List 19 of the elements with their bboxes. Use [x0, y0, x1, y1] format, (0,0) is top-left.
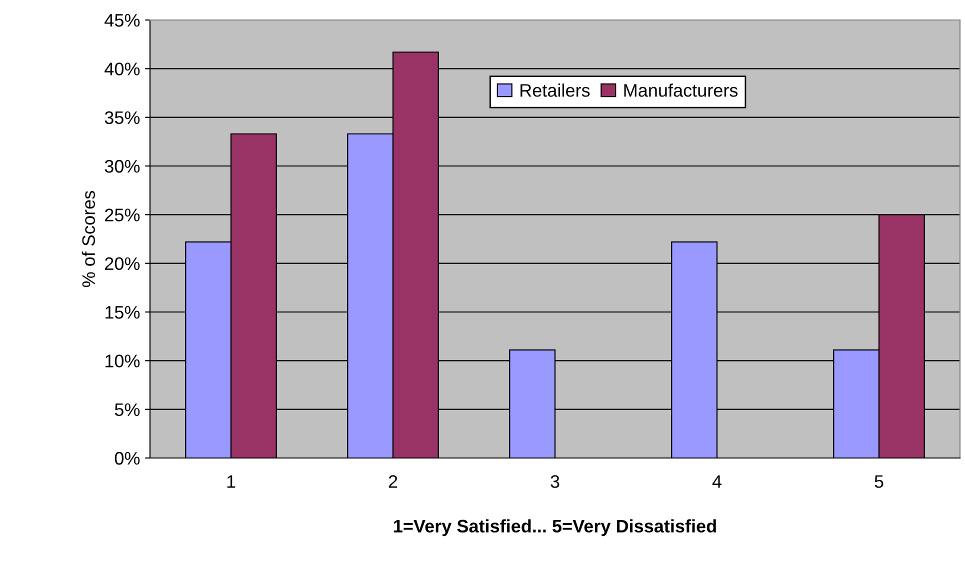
y-axis-title: % of Scores — [82, 190, 96, 288]
x-axis-title: 1=Very Satisfied... 5=Very Dissatisfied — [394, 519, 716, 536]
x-tick-label: 1 — [227, 475, 236, 488]
y-tick-label: 30% — [104, 160, 140, 173]
y-tick-label: 10% — [106, 354, 140, 368]
y-tick-label: 15% — [106, 306, 140, 319]
legend-label: Manufacturers — [624, 84, 738, 97]
y-tick-label: 45% — [104, 14, 140, 27]
x-tick-label: 3 — [550, 475, 560, 488]
x-tick-label: 2 — [388, 475, 398, 488]
legend-label: Retailers — [520, 84, 590, 97]
y-tick-label: 20% — [105, 257, 140, 270]
x-tick-label: 4 — [712, 475, 722, 488]
y-tick-label: 5% — [114, 403, 140, 416]
y-tick-label: 40% — [104, 62, 140, 76]
y-tick-label: 35% — [104, 111, 140, 124]
y-tick-label: 0% — [114, 452, 140, 465]
y-tick-label: 25% — [105, 208, 140, 222]
x-tick-label: 5 — [874, 475, 884, 488]
